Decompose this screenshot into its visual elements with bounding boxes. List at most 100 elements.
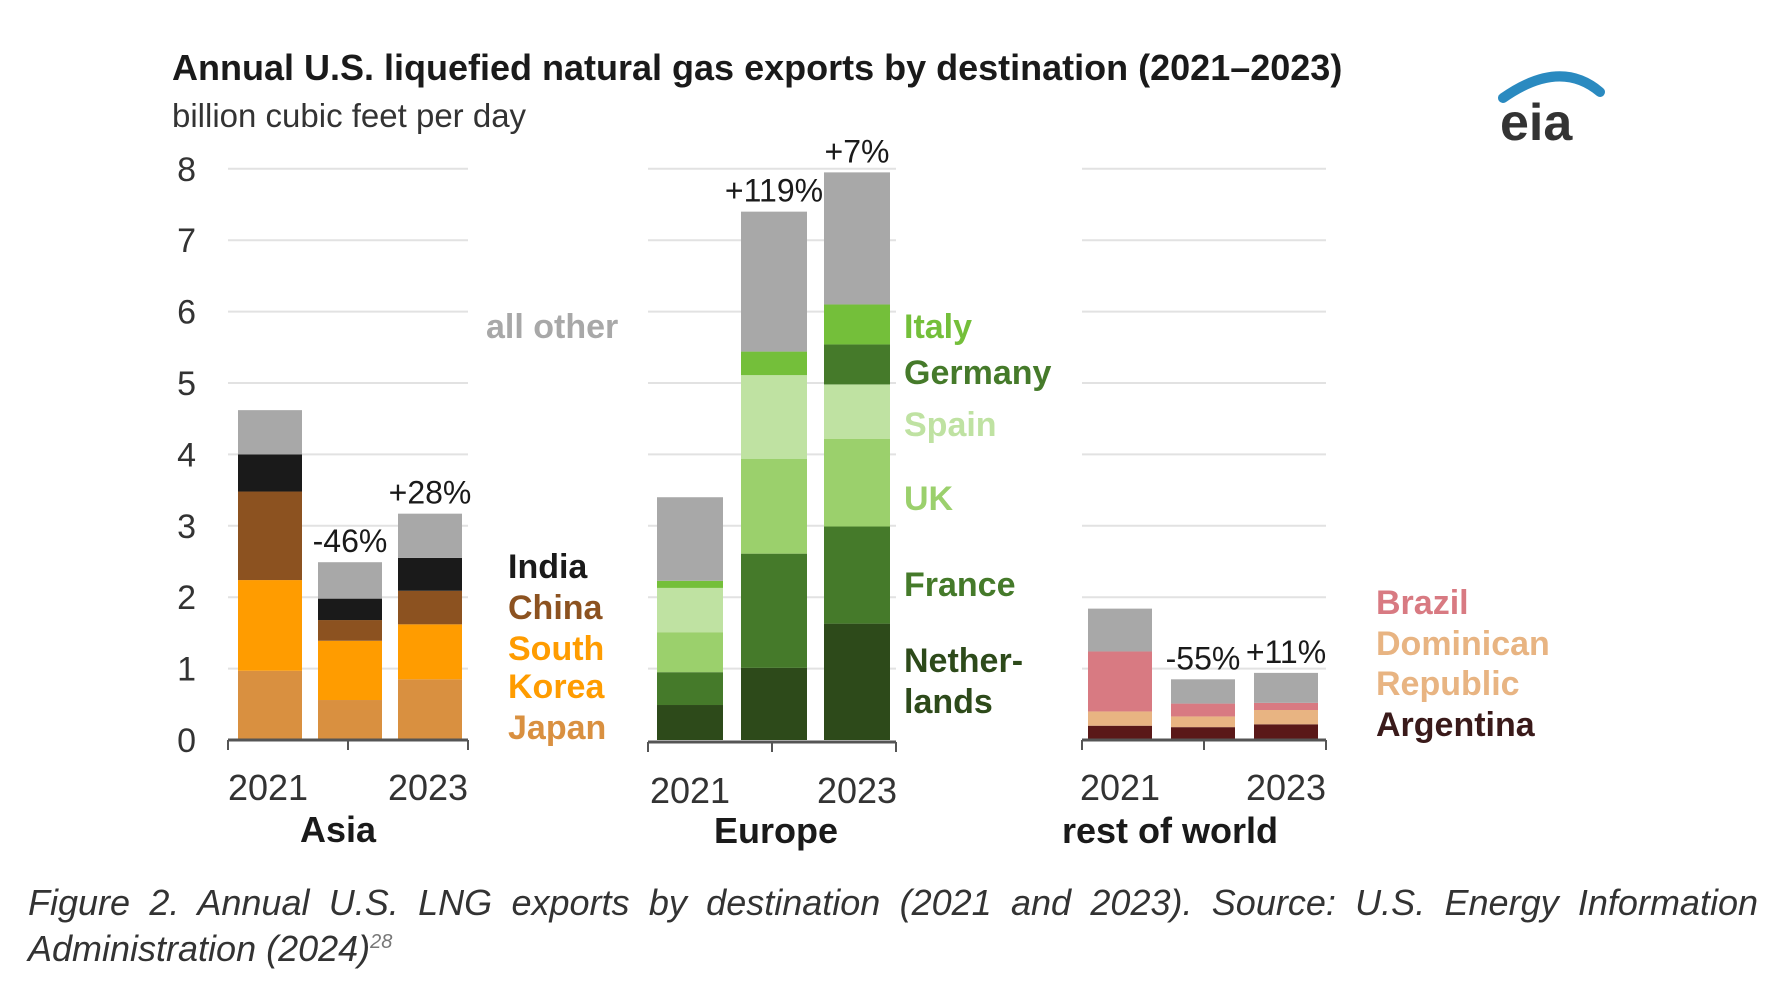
bar-segment-all-other: [318, 562, 382, 599]
change-label: +7%: [825, 133, 890, 169]
change-label: -55%: [1166, 640, 1241, 676]
legend-label: Korea: [508, 668, 605, 706]
bar-segment-uk: [824, 438, 890, 527]
legend-label: Spain: [904, 406, 997, 444]
y-tick-label: 4: [177, 436, 196, 474]
bar-segment-japan: [238, 670, 302, 740]
panel-asia: -46%+28% 2021 2023 Asia: [227, 167, 472, 850]
bar-segment-spain: [741, 375, 807, 459]
bar-segment-india: [398, 557, 462, 591]
bar-segment-dominican-republic: [1254, 710, 1318, 725]
x-tick-label: 2021: [650, 770, 730, 811]
legend-label: Republic: [1376, 665, 1520, 703]
bar-segment-all-other: [1171, 679, 1235, 704]
x-tick-label: 2021: [228, 767, 308, 808]
bar-segment-italy: [824, 304, 890, 345]
chart-subtitle: billion cubic feet per day: [172, 97, 527, 134]
bar-segment-china: [398, 590, 462, 625]
bar-segment-all-other: [657, 497, 723, 581]
bar-segment-spain: [657, 587, 723, 633]
legend-label: France: [904, 566, 1016, 604]
legend-label: Italy: [904, 308, 972, 346]
bar-segment-japan: [318, 700, 382, 740]
legend-label: China: [508, 589, 604, 627]
y-tick-label: 6: [177, 294, 196, 332]
bar-segment-argentina: [1088, 725, 1152, 740]
bar-segment-argentina: [1171, 727, 1235, 740]
eia-logo: eia: [1498, 71, 1605, 152]
bar-segment-germany: [824, 344, 890, 385]
bar-segment-brazil: [1088, 651, 1152, 712]
legend-label: Germany: [904, 354, 1051, 392]
bar-segment-italy: [741, 351, 807, 376]
bar-segment-france: [741, 553, 807, 668]
bar-segment-south-korea: [318, 640, 382, 701]
bar-segment-all-other: [741, 211, 807, 352]
y-tick-label: 8: [177, 151, 196, 189]
legend-label: Brazil: [1376, 584, 1469, 622]
y-tick-label: 5: [177, 365, 196, 403]
bar-segment-japan: [398, 679, 462, 740]
lng-exports-chart: Annual U.S. liquefied natural gas export…: [172, 47, 1605, 851]
bar-segment-argentina: [1254, 724, 1318, 740]
y-tick-label: 0: [177, 722, 196, 760]
bar-segment-netherlands: [741, 667, 807, 740]
bar-segment-france: [657, 672, 723, 706]
caption-text: Figure 2. Annual U.S. LNG exports by des…: [28, 882, 1758, 969]
bar-segment-all-other: [1088, 608, 1152, 652]
eia-logo-swoosh: [1498, 71, 1605, 103]
legend-label: all other: [486, 308, 618, 346]
bar-segment-south-korea: [398, 624, 462, 680]
legend-label: Dominican: [1376, 625, 1550, 663]
bar-segment-dominican-republic: [1088, 711, 1152, 726]
x-tick-label: 2023: [1246, 767, 1326, 808]
figure-caption: Figure 2. Annual U.S. LNG exports by des…: [28, 880, 1758, 972]
bar-segment-all-other: [398, 513, 462, 558]
y-tick-label: 7: [177, 222, 196, 260]
change-label: -46%: [313, 523, 388, 559]
bar-segment-france: [824, 526, 890, 624]
bar-segment-netherlands: [657, 705, 723, 740]
bar-segment-brazil: [1254, 702, 1318, 711]
x-tick-label: 2021: [1080, 767, 1160, 808]
legend-label: South: [508, 630, 604, 668]
bar-segment-all-other: [238, 410, 302, 455]
bar-segment-uk: [657, 632, 723, 673]
panel-name: Europe: [714, 810, 838, 851]
legend-label: Argentina: [1376, 706, 1536, 744]
bar-segment-china: [318, 620, 382, 641]
change-label: +28%: [389, 475, 472, 511]
bar-segment-italy: [657, 580, 723, 588]
bar-segment-all-other: [824, 172, 890, 305]
change-label: +11%: [1246, 634, 1326, 670]
legend-label: lands: [904, 683, 993, 721]
bar-segment-india: [318, 598, 382, 621]
panel-name: Asia: [300, 809, 377, 850]
x-tick-label: 2023: [817, 770, 897, 811]
legend-label: India: [508, 548, 588, 586]
caption-footnote: 28: [370, 931, 393, 953]
y-tick-label: 3: [177, 508, 196, 546]
eia-logo-text: eia: [1500, 94, 1573, 152]
bar-segment-all-other: [1254, 672, 1318, 703]
y-tick-label: 2: [177, 579, 196, 617]
bar-segment-india: [238, 454, 302, 492]
bar-segment-spain: [824, 384, 890, 439]
bar-segment-netherlands: [824, 623, 890, 740]
bar-segment-south-korea: [238, 580, 302, 671]
legend-label: Nether-: [904, 642, 1023, 680]
bar-segment-china: [238, 491, 302, 581]
legend-label: Japan: [508, 709, 606, 747]
y-tick-label: 1: [177, 651, 196, 689]
change-label: +119%: [725, 173, 823, 209]
bar-segment-dominican-republic: [1171, 716, 1235, 728]
bar-segment-uk: [741, 458, 807, 554]
x-tick-label: 2023: [388, 767, 468, 808]
bar-segment-brazil: [1171, 703, 1235, 717]
y-axis: 0 1 2 3 4 5 6 7 8: [177, 151, 196, 760]
panel-name: rest of world: [1062, 810, 1278, 851]
